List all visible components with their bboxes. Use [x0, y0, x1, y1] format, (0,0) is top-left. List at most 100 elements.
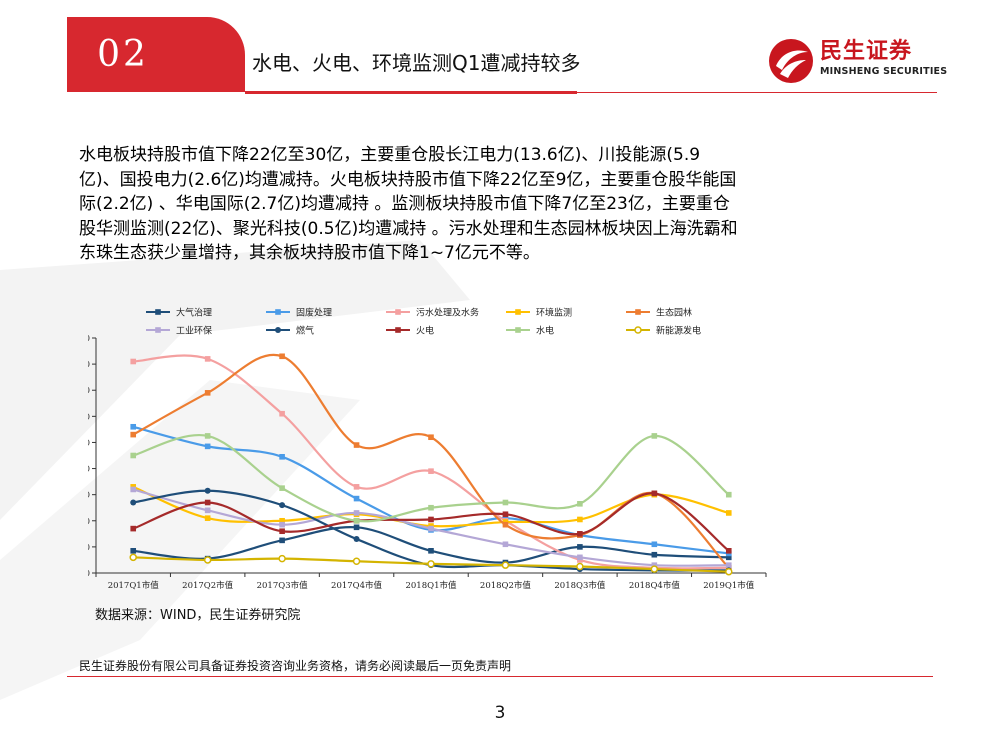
- data-point-6-0: [130, 499, 137, 506]
- x-tick-label: 2019Q1市值: [703, 580, 755, 591]
- data-point-9-2: [278, 554, 286, 563]
- series-line-4: [132, 353, 730, 569]
- data-point-8-6: [577, 501, 583, 507]
- data-point-1-3: [353, 495, 360, 502]
- data-point-5-1: [204, 507, 211, 514]
- data-point-5-7: [651, 562, 658, 568]
- data-point-8-5: [502, 499, 509, 506]
- y-tick-label: 20: [88, 517, 90, 526]
- page-title: 水电、火电、环境监测Q1遭减持较多: [252, 51, 581, 75]
- legend-marker: [634, 326, 642, 334]
- data-point-8-8: [725, 491, 732, 498]
- data-point-8-3: [353, 517, 360, 524]
- data-point-9-8: [725, 567, 733, 576]
- legend-label: 污水处理及水务: [416, 307, 479, 319]
- summary-paragraph: 水电板块持股市值下降22亿至30亿，主要重仓股长江电力(13.6亿)、川投能源(…: [79, 145, 738, 263]
- x-tick-label: 2017Q2市值: [182, 580, 234, 591]
- legend-marker: [155, 327, 161, 333]
- legend-marker: [515, 327, 521, 333]
- data-point-9-0: [129, 553, 137, 562]
- header-divider-thin: [577, 92, 937, 93]
- legend-label: 环境监测: [536, 307, 572, 319]
- page-number: 3: [494, 703, 506, 723]
- data-point-9-3: [352, 557, 361, 565]
- data-point-0-7: [651, 551, 658, 558]
- data-point-4-1: [204, 390, 211, 396]
- series-line-2: [133, 354, 729, 570]
- section-tab: [67, 17, 245, 92]
- data-point-9-1: [203, 556, 212, 564]
- data-point-0-3: [353, 524, 360, 531]
- data-point-7-8: [725, 548, 732, 554]
- legend-label: 新能源发电: [656, 325, 701, 337]
- x-tick-label: 2018Q3市值: [554, 580, 606, 591]
- logo-name-cn: 民生证券: [820, 39, 913, 64]
- legend-label: 生态园林: [656, 307, 692, 319]
- data-point-8-4: [428, 504, 434, 511]
- logo-name-en: MINSHENG SECURITIES: [820, 66, 948, 77]
- data-point-7-6: [577, 531, 583, 537]
- x-tick-label: 2017Q4市值: [331, 580, 383, 591]
- company-logo: 民生证券 MINSHENG SECURITIES: [768, 38, 948, 84]
- data-point-7-2: [279, 528, 285, 535]
- legend-marker: [635, 309, 641, 315]
- data-point-0-2: [279, 537, 285, 544]
- data-point-4-3: [353, 442, 360, 448]
- minsheng-logo-icon: [769, 39, 813, 83]
- legend-marker: [275, 327, 281, 333]
- data-point-9-7: [650, 565, 659, 573]
- data-point-0-0: [130, 548, 137, 554]
- data-point-0-8: [725, 554, 732, 561]
- legend-label: 工业环保: [176, 325, 212, 337]
- data-point-9-5: [501, 561, 510, 569]
- legend-label: 大气治理: [176, 307, 212, 319]
- legend-marker: [515, 309, 521, 315]
- data-point-8-2: [279, 485, 285, 491]
- data-point-7-7: [651, 490, 658, 497]
- x-tick-label: 2018Q4市值: [629, 580, 681, 591]
- data-point-6-1: [204, 487, 211, 494]
- data-point-5-5: [502, 541, 509, 548]
- data-point-2-3: [353, 484, 360, 490]
- y-tick-label: 70: [88, 386, 90, 395]
- data-point-2-0: [130, 358, 137, 365]
- legend-label: 燃气: [296, 325, 314, 337]
- data-point-6-2: [279, 502, 286, 509]
- footer-divider: [67, 676, 933, 677]
- data-point-9-4: [427, 560, 435, 568]
- y-tick-label: 30: [88, 491, 90, 500]
- y-tick-label: 50: [88, 438, 90, 447]
- legend-marker: [395, 327, 401, 333]
- data-point-5-3: [353, 510, 360, 516]
- y-tick-label: 80: [88, 360, 90, 369]
- header-divider: [245, 91, 577, 94]
- data-point-1-7: [651, 541, 658, 548]
- data-point-3-2: [279, 517, 285, 524]
- data-point-4-5: [502, 521, 509, 528]
- series-line-1: [132, 425, 729, 555]
- x-tick-label: 2018Q1市值: [405, 580, 457, 591]
- legend-label: 火电: [416, 325, 434, 337]
- data-point-7-1: [204, 499, 211, 506]
- data-point-5-0: [130, 486, 137, 493]
- data-point-0-6: [577, 544, 583, 550]
- legend-marker: [155, 309, 161, 315]
- data-point-7-5: [502, 511, 509, 518]
- data-point-5-6: [577, 554, 583, 561]
- holdings-line-chart: 0 10 20 30 40 50 60 70 80 90 2017Q1市值 2017Q2市值 2017Q…: [88, 307, 767, 591]
- x-tick-label: 2017Q3市值: [257, 580, 309, 591]
- data-point-8-0: [130, 452, 137, 459]
- x-tick-label: 2017Q1市值: [108, 580, 160, 591]
- data-point-1-1: [204, 443, 211, 450]
- data-point-1-2: [279, 454, 285, 460]
- data-point-8-7: [651, 433, 658, 439]
- data-point-5-2: [279, 521, 285, 528]
- legend-marker: [275, 309, 281, 315]
- disclaimer-note: 民生证券股份有限公司具备证券投资咨询业务资格，请务必阅读最后一页免责声明: [79, 659, 512, 673]
- data-point-7-4: [428, 516, 434, 523]
- data-source: 数据来源：WIND，民生证券研究院: [95, 608, 301, 623]
- data-point-2-2: [279, 410, 285, 417]
- data-point-4-4: [428, 434, 434, 441]
- data-point-5-8: [725, 562, 732, 568]
- legend-marker: [395, 309, 401, 315]
